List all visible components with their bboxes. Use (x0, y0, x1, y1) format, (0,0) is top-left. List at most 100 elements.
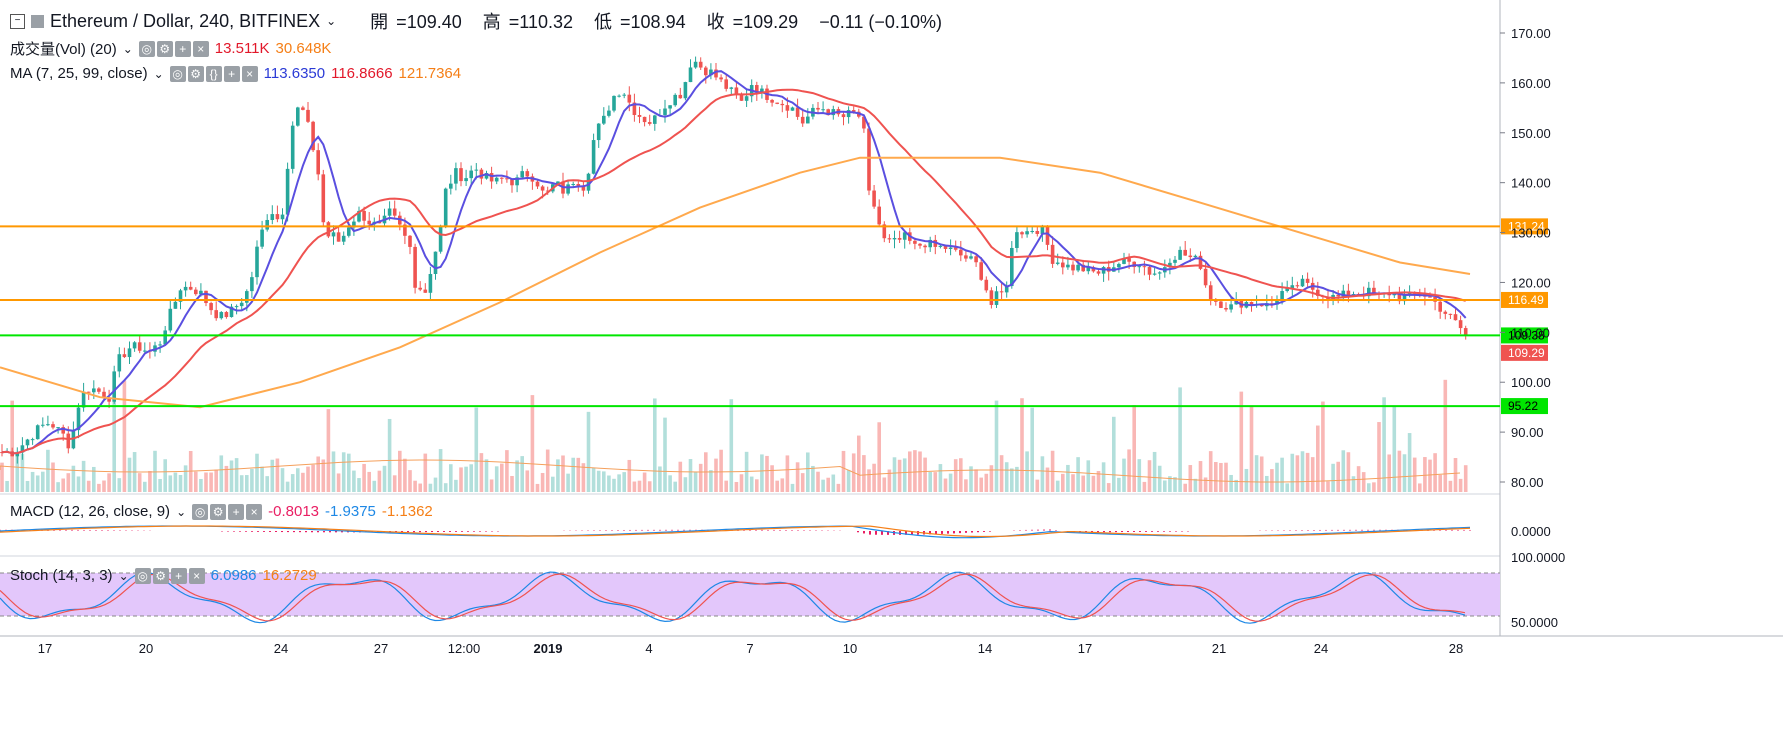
volume-bar (143, 481, 147, 492)
time-tick-label: 17 (38, 641, 52, 656)
gear-icon[interactable]: ⚙ (187, 65, 204, 82)
candle-body (923, 245, 927, 248)
volume-bar (1407, 433, 1412, 492)
candle-body (770, 99, 774, 103)
volume-bar (479, 453, 484, 492)
ma-label[interactable]: MA (7, 25, 99, close) (10, 65, 148, 82)
volume-bar (158, 478, 162, 492)
gear-icon[interactable]: ⚙ (156, 40, 173, 57)
volume-bar (81, 460, 86, 492)
candle-body (1458, 320, 1463, 329)
close-icon[interactable]: × (192, 40, 209, 57)
close-icon[interactable]: × (241, 65, 258, 82)
time-tick-label: 17 (1078, 641, 1092, 656)
volume-bar (811, 465, 815, 492)
plus-icon[interactable]: + (174, 40, 191, 57)
candle-body (245, 291, 249, 303)
chevron-down-icon[interactable]: ⌄ (118, 568, 129, 583)
candle-body (1392, 293, 1397, 296)
volume-bar (663, 417, 667, 492)
volume-legend: 成交量(Vol) (20) ⌄ ◎ ⚙ + × 13.511K 30.648K (10, 38, 331, 59)
volume-bar (336, 473, 341, 492)
macd-label[interactable]: MACD (12, 26, close, 9) (10, 503, 171, 520)
eye-icon[interactable]: ◎ (134, 567, 151, 584)
volume-bar (239, 475, 244, 492)
close-icon[interactable]: × (246, 503, 263, 520)
price-tick-label: 80.00 (1511, 475, 1544, 490)
volume-bar (673, 481, 677, 492)
candle-body (1055, 262, 1060, 264)
candle-body (362, 210, 366, 221)
volume-bar (1081, 475, 1085, 492)
volume-bar (510, 475, 514, 492)
volume-bar (1127, 449, 1131, 492)
volume-bar (724, 480, 728, 492)
candle-body (867, 128, 871, 191)
candle-body (739, 94, 744, 101)
volume-bar (464, 466, 468, 492)
time-tick-label: 20 (139, 641, 153, 656)
candle-body (377, 221, 382, 224)
volume-bar (591, 467, 596, 492)
stoch-d-value: 16.2729 (262, 567, 317, 584)
chevron-down-icon[interactable]: ⌄ (122, 41, 133, 56)
symbol-title[interactable]: Ethereum / Dollar, 240, BITFINEX (50, 10, 321, 31)
collapse-icon[interactable]: − (10, 13, 25, 29)
volume-bar (653, 398, 657, 492)
close-icon[interactable]: × (188, 567, 205, 584)
chevron-down-icon[interactable]: ⌄ (326, 14, 337, 28)
eye-icon[interactable]: ◎ (169, 65, 186, 82)
volume-bar (1188, 465, 1193, 492)
volume-bar (1361, 472, 1366, 492)
candle-body (20, 445, 25, 453)
plus-icon[interactable]: + (228, 503, 245, 520)
volume-bar (71, 465, 76, 492)
volume-bar (245, 475, 249, 492)
volume-bar (76, 476, 81, 492)
candle-body (76, 407, 81, 431)
volume-bar (1397, 450, 1402, 492)
volume-label[interactable]: 成交量(Vol) (20) (10, 41, 117, 58)
time-tick-label: 24 (1314, 641, 1328, 656)
plus-icon[interactable]: + (170, 567, 187, 584)
volume-bar (1259, 456, 1264, 492)
candle-body (505, 178, 509, 180)
volume-bar (734, 481, 739, 492)
plus-icon[interactable]: + (223, 65, 240, 82)
candle-body (795, 107, 800, 117)
braces-icon[interactable]: {} (205, 65, 222, 82)
candle-body (352, 221, 356, 228)
candle-body (612, 95, 616, 111)
ma99-line (0, 156, 1471, 409)
chevron-down-icon[interactable]: ⌄ (153, 66, 164, 81)
volume-bar (1285, 483, 1289, 492)
gear-icon[interactable]: ⚙ (210, 503, 227, 520)
eye-icon[interactable]: ◎ (138, 40, 155, 57)
candle-body (1219, 301, 1223, 308)
volume-bar (816, 471, 820, 492)
time-tick-label: 27 (374, 641, 388, 656)
candle-body (729, 87, 734, 89)
open-value: 開 =109.40 (370, 12, 462, 32)
volume-bar (46, 449, 50, 492)
candle-body (183, 286, 188, 291)
volume-bar (484, 459, 489, 492)
volume-bar (494, 466, 499, 492)
volume-bar (933, 472, 938, 492)
price-label-box (1501, 291, 1548, 308)
volume-bar (775, 480, 779, 492)
eye-icon[interactable]: ◎ (192, 503, 209, 520)
indicator-buttons: ◎ ⚙ {} + × (169, 65, 258, 82)
volume-bar (489, 479, 494, 492)
volume-bar (647, 481, 652, 492)
high-value: 高 =110.32 (482, 12, 573, 32)
candle-body (964, 255, 968, 259)
stoch-label[interactable]: Stoch (14, 3, 3) (10, 567, 113, 584)
chevron-down-icon[interactable]: ⌄ (176, 504, 187, 519)
volume-bar (1157, 465, 1162, 492)
volume-bar (1193, 478, 1198, 492)
gear-icon[interactable]: ⚙ (152, 567, 169, 584)
volume-bar (474, 407, 479, 492)
volume-bar (530, 395, 535, 492)
